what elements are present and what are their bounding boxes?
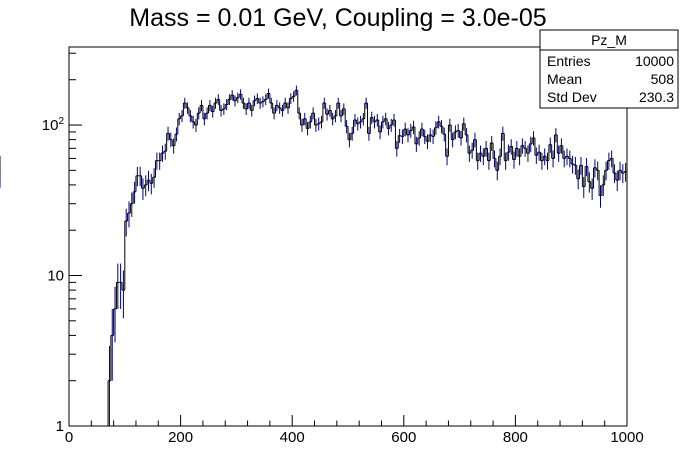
y-tick-label: 1	[56, 418, 64, 435]
x-tick-label: 1000	[610, 429, 643, 446]
x-tick-label: 0	[65, 429, 73, 446]
x-axis: 0 200 400 600 800 1000	[65, 415, 644, 446]
stats-box-name: Pz_M	[591, 32, 627, 48]
plot-frame	[68, 46, 628, 427]
y-axis: 1 10 102	[42, 52, 82, 435]
y-tick-label: 102	[42, 116, 65, 134]
x-tick-label: 600	[391, 429, 416, 446]
error-bars	[0, 85, 627, 426]
y-tick-label: 10	[47, 268, 64, 285]
stats-stddev-value: 230.3	[639, 89, 674, 105]
stats-mean-label: Mean	[547, 71, 582, 87]
chart-title: Mass = 0.01 GeV, Coupling = 3.0e-05	[129, 4, 546, 32]
stats-entries-label: Entries	[547, 53, 591, 69]
stats-entries-value: 10000	[635, 53, 674, 69]
stats-stddev-label: Std Dev	[547, 89, 597, 105]
histogram-bins	[0, 89, 627, 426]
stats-mean-value: 508	[651, 71, 675, 87]
x-tick-label: 200	[168, 429, 193, 446]
stats-box-frame	[539, 29, 679, 109]
stats-box: Pz_M Entries 10000 Mean 508 Std Dev 230.…	[539, 29, 679, 109]
x-tick-label: 400	[280, 429, 305, 446]
x-tick-label: 800	[503, 429, 528, 446]
